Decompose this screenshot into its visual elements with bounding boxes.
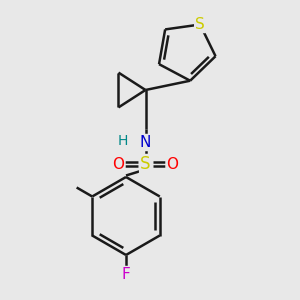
Text: S: S (195, 17, 205, 32)
Text: H: H (118, 134, 128, 148)
Text: O: O (167, 157, 178, 172)
Text: O: O (112, 157, 124, 172)
Text: F: F (122, 267, 130, 282)
Text: S: S (140, 155, 151, 173)
Text: N: N (140, 135, 151, 150)
